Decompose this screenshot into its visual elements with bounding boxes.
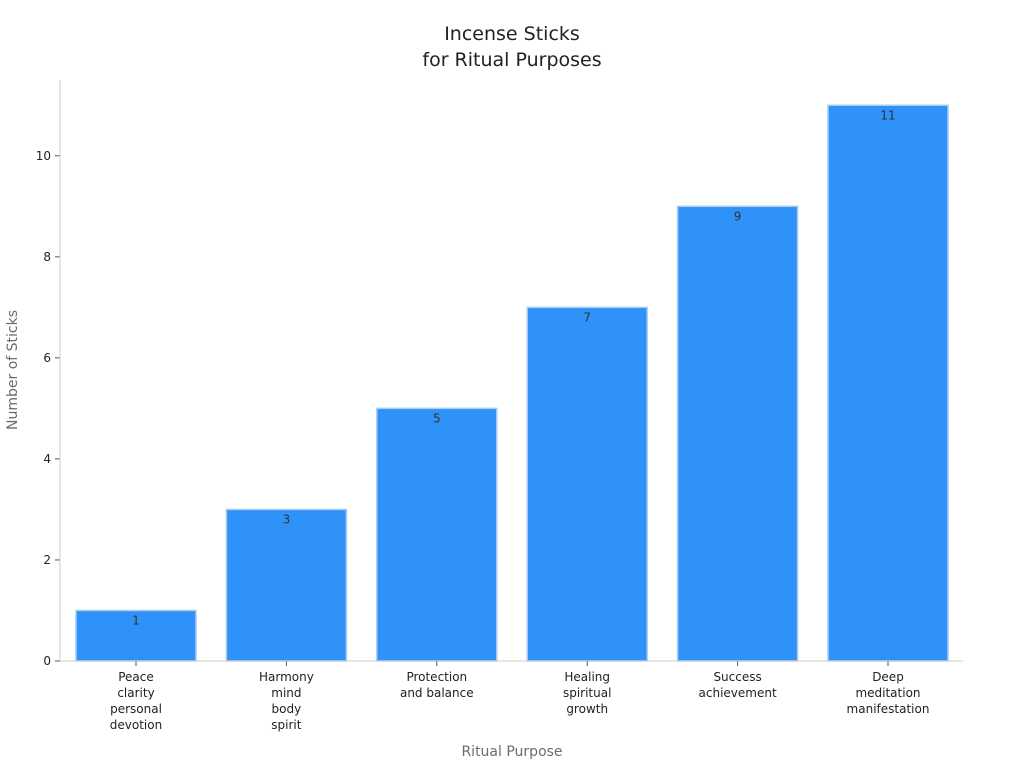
x-category-label: spirit xyxy=(271,718,301,732)
chart-title-line: Incense Sticks xyxy=(444,23,580,45)
x-category-label: manifestation xyxy=(847,702,930,716)
bar-value-label: 7 xyxy=(583,310,591,324)
x-category-label: spiritual xyxy=(563,686,611,700)
bar xyxy=(526,306,648,662)
y-axis-label: Number of Sticks xyxy=(5,310,21,430)
x-category-label: and balance xyxy=(400,686,474,700)
x-category-label: personal xyxy=(110,702,162,716)
x-category-label: body xyxy=(272,702,302,716)
bar-value-label: 9 xyxy=(734,209,742,223)
x-axis-label: Ritual Purpose xyxy=(461,744,562,760)
x-category-label: meditation xyxy=(855,686,920,700)
x-category-label: clarity xyxy=(117,686,154,700)
x-category-label: mind xyxy=(271,686,301,700)
chart-title: Incense Sticks for Ritual Purposes xyxy=(422,23,601,71)
x-category-label: achievement xyxy=(699,686,777,700)
y-tick-label: 6 xyxy=(43,351,51,365)
bar-value-label: 11 xyxy=(880,108,895,122)
bar-value-label: 3 xyxy=(283,512,291,526)
bars: 1 3 5 7 9 11 xyxy=(75,104,949,662)
x-category-label: Harmony xyxy=(259,670,314,684)
bar xyxy=(676,205,799,662)
chart-title-line: for Ritual Purposes xyxy=(422,49,601,71)
x-axis-categories: Peace clarity personal devotion Harmony mind b… xyxy=(110,661,930,732)
y-tick-label: 4 xyxy=(43,452,51,466)
x-category-label: growth xyxy=(566,702,608,716)
x-category-label: Peace xyxy=(118,670,154,684)
y-tick-label: 10 xyxy=(36,149,51,163)
bar-value-label: 5 xyxy=(433,411,441,425)
x-category-label: Success xyxy=(713,670,761,684)
bar xyxy=(376,407,498,662)
bar xyxy=(225,508,348,662)
y-axis-ticks: 0 2 4 6 8 10 xyxy=(36,149,60,668)
y-tick-label: 0 xyxy=(43,654,51,668)
y-tick-label: 2 xyxy=(43,553,51,567)
bar-value-label: 1 xyxy=(132,613,140,627)
bar xyxy=(827,104,949,662)
x-category-label: Protection xyxy=(406,670,467,684)
x-category-label: Healing xyxy=(564,670,610,684)
y-tick-label: 8 xyxy=(43,250,51,264)
x-category-label: devotion xyxy=(110,718,162,732)
bar xyxy=(75,609,197,662)
x-category-label: Deep xyxy=(872,670,904,684)
